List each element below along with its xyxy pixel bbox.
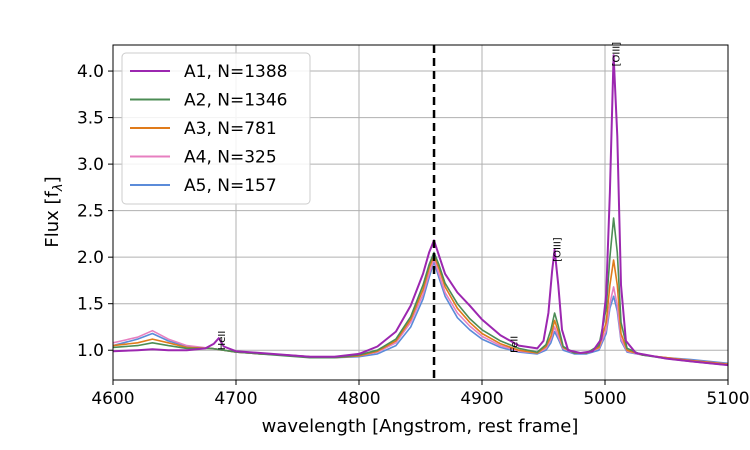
series-line <box>113 54 728 367</box>
legend: A1, N=1388 A2, N=1346 A3, N=781 A4, N=325 A5… <box>121 52 311 205</box>
y-tick-label: 3.0 <box>77 155 104 175</box>
y-tick-label: 1.0 <box>77 341 104 361</box>
y-axis-ticks: 1.0 1.5 2.0 2.5 3.0 3.5 4.0 <box>77 62 113 361</box>
x-tick-label: 5000 <box>583 389 626 409</box>
legend-label: A1, N=1388 <box>184 62 287 82</box>
y-tick-label: 3.5 <box>77 109 104 129</box>
y-tick-label: 1.5 <box>77 295 104 315</box>
series-lines <box>113 54 728 367</box>
line-annotation: FeII <box>510 336 521 353</box>
x-tick-label: 4700 <box>214 389 257 409</box>
y-tick-label: 2.5 <box>77 202 104 222</box>
plot-frame <box>112 44 729 381</box>
line-annotation: [OIII] <box>553 237 564 262</box>
legend-label: A5, N=157 <box>184 176 277 196</box>
x-tick-label: 5100 <box>706 389 749 409</box>
x-tick-label: 4600 <box>91 389 134 409</box>
x-axis-label: wavelength [Angstrom, rest frame] <box>262 416 579 437</box>
line-annotations: HeII FeII [OIII] [OIII] <box>217 42 623 353</box>
x-tick-label: 4900 <box>460 389 503 409</box>
legend-label: A4, N=325 <box>184 148 277 168</box>
legend-label: A2, N=1346 <box>184 91 287 111</box>
line-annotation: [OIII] <box>612 42 623 67</box>
legend-label: A3, N=781 <box>184 119 277 139</box>
line-annotation: HeII <box>217 331 228 351</box>
legend-box <box>121 52 311 205</box>
y-tick-label: 4.0 <box>77 62 104 82</box>
y-tick-label: 2.0 <box>77 248 104 268</box>
y-axis-label: Flux [fλ] <box>42 176 66 247</box>
x-tick-label: 4800 <box>337 389 380 409</box>
x-axis-ticks: 4600 4700 4800 4900 5000 5100 <box>91 380 750 409</box>
